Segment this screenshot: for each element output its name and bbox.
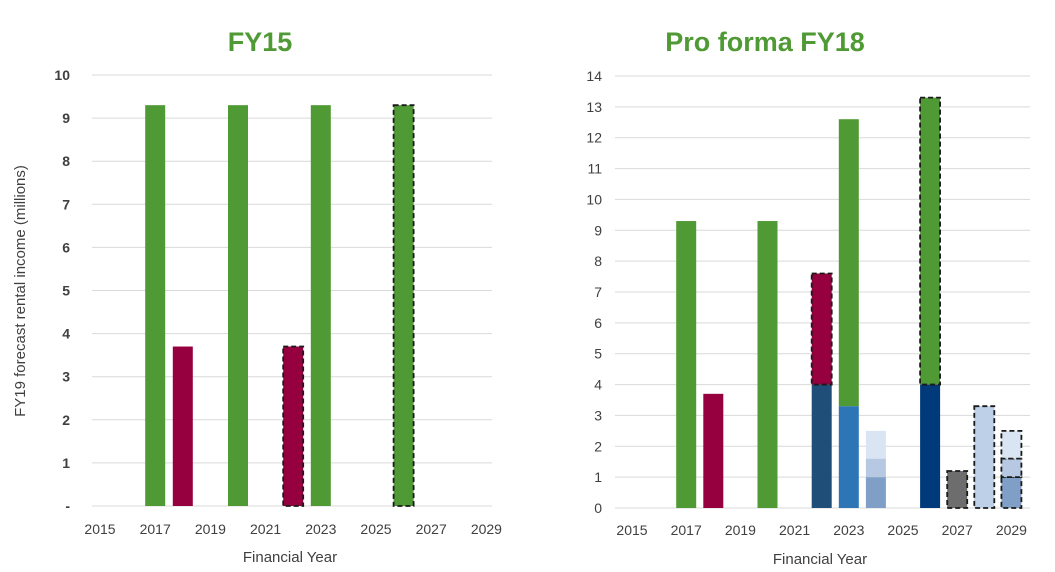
chart-fy15: FY15 FY19 forecast rental income (millio…: [12, 27, 502, 566]
y-axis-label: FY19 forecast rental income (millions): [12, 165, 29, 417]
x-axis-label: Financial Year: [243, 549, 337, 566]
y-tick-label: 3: [62, 369, 70, 385]
y-tick-label: 5: [594, 346, 602, 362]
bar-segment: [810, 272, 833, 386]
y-tick-label: 5: [62, 283, 70, 299]
y-tick-label: 11: [587, 161, 602, 177]
x-tick-label: 2017: [671, 522, 702, 538]
y-tick-labels: - 1 2 3 4 5 6 7 8 9 10: [54, 67, 70, 514]
bar-segment: [838, 406, 859, 508]
y-tick-label: 4: [62, 326, 70, 342]
x-tick-label: 2015: [84, 521, 115, 537]
y-tick-label: 9: [594, 222, 602, 238]
bar-segment: [865, 477, 886, 508]
y-tick-label: 4: [594, 377, 602, 393]
x-tick-label: 2019: [195, 521, 226, 537]
bar-segment: [920, 384, 941, 508]
bar-segment: [282, 345, 305, 507]
bar-segment: [703, 393, 724, 508]
y-tick-label: 1: [62, 455, 70, 471]
y-tick-label: 10: [54, 67, 70, 83]
x-tick-label: 2021: [250, 521, 281, 537]
x-tick-label: 2025: [887, 522, 918, 538]
y-tick-label: -: [65, 498, 70, 514]
bars: [676, 96, 1023, 509]
y-tick-label: 10: [586, 191, 602, 207]
bar-segment: [946, 470, 969, 509]
bar-segment: [392, 104, 415, 507]
x-tick-labels: 2015 2017 2019 2021 2023 2025 2027 2029: [616, 522, 1027, 538]
x-tick-label: 2021: [779, 522, 810, 538]
bar-segment: [310, 105, 331, 507]
y-tick-label: 1: [594, 469, 602, 485]
bar-segment: [1000, 476, 1023, 509]
bar-segment: [1000, 457, 1023, 479]
x-tick-labels: 2015 2017 2019 2021 2023 2025 2027 2029: [84, 521, 502, 537]
bar-segment: [811, 384, 832, 508]
y-tick-label: 2: [62, 412, 70, 428]
x-tick-label: 2027: [416, 521, 447, 537]
bar-segment: [757, 221, 778, 508]
y-tick-label: 7: [594, 284, 602, 300]
bar-segment: [145, 105, 166, 507]
y-tick-label: 6: [62, 239, 70, 255]
bar-segment: [973, 405, 996, 509]
x-tick-label: 2029: [471, 521, 502, 537]
y-tick-label: 2: [594, 438, 602, 454]
bar-segment: [228, 105, 248, 507]
bar-segment: [865, 458, 886, 478]
y-tick-label: 8: [594, 253, 602, 269]
x-tick-label: 2017: [140, 521, 171, 537]
x-tick-label: 2029: [996, 522, 1027, 538]
y-tick-label: 13: [586, 99, 602, 115]
bar-segment: [838, 119, 859, 407]
x-axis-label: Financial Year: [773, 551, 867, 568]
bars: [145, 104, 415, 507]
y-tick-label: 6: [594, 315, 602, 331]
bar-segment: [919, 96, 941, 386]
chart-title: FY15: [228, 27, 293, 57]
x-tick-label: 2025: [360, 521, 391, 537]
bar-segment: [1000, 429, 1023, 460]
x-tick-label: 2027: [942, 522, 973, 538]
y-tick-label: 9: [62, 110, 70, 126]
x-tick-label: 2015: [616, 522, 647, 538]
y-tick-label: 0: [594, 500, 602, 516]
x-tick-label: 2023: [305, 521, 336, 537]
y-tick-label: 12: [586, 130, 602, 146]
chart-pro-forma-fy18: Pro forma FY18 Financial Year 0123456789…: [586, 27, 1030, 568]
y-tick-label: 7: [62, 196, 70, 212]
bar-segment: [865, 430, 886, 459]
y-tick-label: 8: [62, 153, 70, 169]
x-tick-label: 2023: [833, 522, 864, 538]
bar-segment: [172, 346, 193, 506]
chart-title: Pro forma FY18: [665, 27, 865, 57]
y-tick-label: 3: [594, 407, 602, 423]
y-tick-label: 14: [586, 68, 602, 84]
bar-segment: [676, 221, 697, 508]
x-tick-label: 2019: [725, 522, 756, 538]
